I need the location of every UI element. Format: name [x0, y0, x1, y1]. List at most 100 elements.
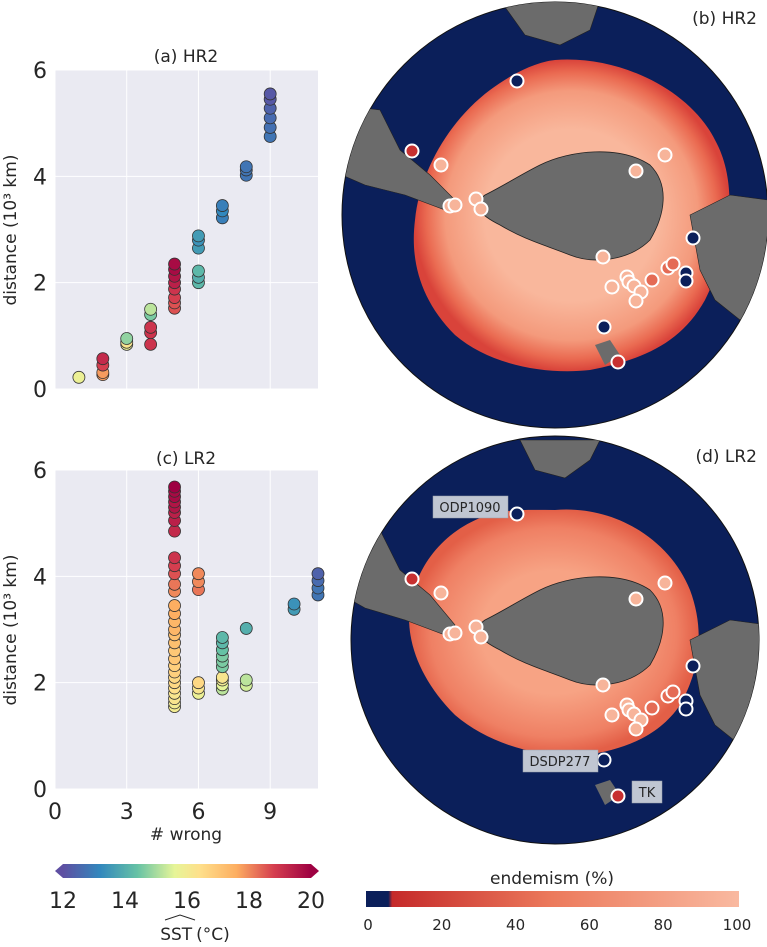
site-marker: [628, 591, 644, 607]
data-point: [72, 370, 86, 384]
scatter-panel-c: (c) LR2 distance (10³ km) # wrong 0 2 4 6 0…: [1, 449, 325, 845]
data-point: [168, 599, 181, 612]
data-point: [120, 332, 134, 345]
svg-text:TK: TK: [638, 786, 656, 801]
ytick-label: 6: [33, 459, 47, 484]
ytick-label: 4: [33, 565, 47, 590]
svg-text:DSDP277: DSDP277: [530, 755, 591, 770]
site-marker: [604, 707, 620, 723]
land-africa-d: [519, 439, 601, 479]
sst-label: SST (°C): [160, 925, 230, 945]
points-c: [168, 480, 325, 713]
data-point: [192, 567, 205, 581]
data-point: [168, 480, 181, 494]
data-point: [239, 673, 253, 687]
xtick-label: 0: [48, 800, 62, 825]
map-panel-d: (d) LR2 ODP1090 DSDP277 TK: [350, 435, 760, 845]
data-point: [215, 631, 229, 644]
site-label-dsdp277: DSDP277: [522, 749, 599, 773]
grid-c: [54, 469, 318, 790]
title-d: (d) LR2: [695, 447, 757, 467]
land-antarctica-b: [477, 151, 664, 261]
ytick-label: 2: [33, 672, 47, 697]
site-marker: [447, 197, 463, 213]
data-point: [144, 302, 158, 316]
data-point: [192, 229, 205, 243]
site-marker: [447, 625, 463, 641]
data-point: [215, 670, 229, 684]
sst-tick-label: 14: [111, 889, 139, 914]
data-point: [311, 567, 325, 581]
endemism-colorbar: endemism (%) 0 20 40 60 80 100: [363, 869, 751, 934]
land-africa-b: [499, 2, 601, 46]
yticks-c: 0 2 4 6: [33, 459, 47, 803]
plot-area-c: [55, 470, 318, 789]
endemism-label: endemism (%): [490, 869, 614, 889]
site-marker: [596, 319, 612, 335]
site-marker: [596, 752, 612, 768]
sites-d: [404, 506, 701, 804]
site-marker: [509, 506, 525, 522]
site-marker: [644, 272, 660, 288]
data-point: [287, 597, 301, 611]
data-point: [96, 352, 110, 366]
ytick-label: 0: [33, 778, 47, 803]
site-marker: [433, 157, 449, 173]
sst-tick-label: 12: [49, 889, 77, 914]
data-point: [168, 577, 181, 591]
svg-text:ODP1090: ODP1090: [439, 501, 500, 516]
land-antarctica-d: [477, 576, 664, 686]
data-point: [144, 320, 158, 334]
site-marker: [509, 73, 525, 89]
sst-colorbar: 12 14 16 18 20 SST (°C): [49, 864, 325, 945]
site-marker: [595, 249, 611, 265]
plot-area-a: [55, 70, 318, 389]
data-point: [192, 676, 205, 690]
sst-hat-accent: [164, 914, 196, 921]
ylabel-c: distance (10³ km): [1, 555, 21, 706]
site-marker: [404, 143, 420, 159]
data-point: [239, 622, 253, 635]
site-marker: [678, 701, 694, 717]
sst-tick-label: 20: [297, 889, 325, 914]
endemism-tick-label: 80: [654, 916, 673, 934]
sites-b: [404, 73, 701, 370]
site-marker: [628, 293, 644, 309]
site-marker: [678, 273, 694, 289]
site-marker: [473, 201, 489, 217]
site-marker: [628, 721, 644, 737]
endemism-ticks: 0 20 40 60 80 100: [363, 916, 751, 934]
xlabel-c: # wrong: [150, 825, 222, 845]
data-point: [168, 257, 181, 271]
data-point: [144, 337, 158, 351]
site-label-tk: TK: [631, 780, 663, 804]
endemism-tick-label: 0: [363, 916, 373, 934]
data-point: [263, 87, 277, 101]
ytick-label: 4: [33, 165, 47, 190]
endemism-tick-label: 20: [432, 916, 451, 934]
points-a: [72, 87, 277, 384]
data-point: [168, 524, 181, 538]
sst-tick-label: 18: [235, 889, 263, 914]
site-marker: [685, 658, 701, 674]
ytick-label: 2: [33, 272, 47, 297]
site-marker: [685, 230, 701, 246]
endemism-tick-label: 40: [506, 916, 525, 934]
sst-colorbar-fill: [63, 864, 311, 878]
site-marker: [473, 629, 489, 645]
endemism-tick-label: 60: [580, 916, 599, 934]
endemism-tick-label: 100: [723, 916, 752, 934]
data-point: [215, 199, 229, 212]
yticks-a: 0 2 4 6: [33, 59, 47, 403]
site-marker: [610, 788, 626, 804]
site-marker: [665, 684, 681, 700]
site-marker: [404, 571, 420, 587]
ytick-label: 6: [33, 59, 47, 84]
site-marker: [657, 575, 673, 591]
sst-tick-label: 16: [173, 889, 201, 914]
xtick-label: 6: [191, 800, 205, 825]
xtick-label: 9: [263, 800, 277, 825]
sst-ticks: 12 14 16 18 20: [49, 889, 325, 914]
data-point: [192, 264, 205, 278]
